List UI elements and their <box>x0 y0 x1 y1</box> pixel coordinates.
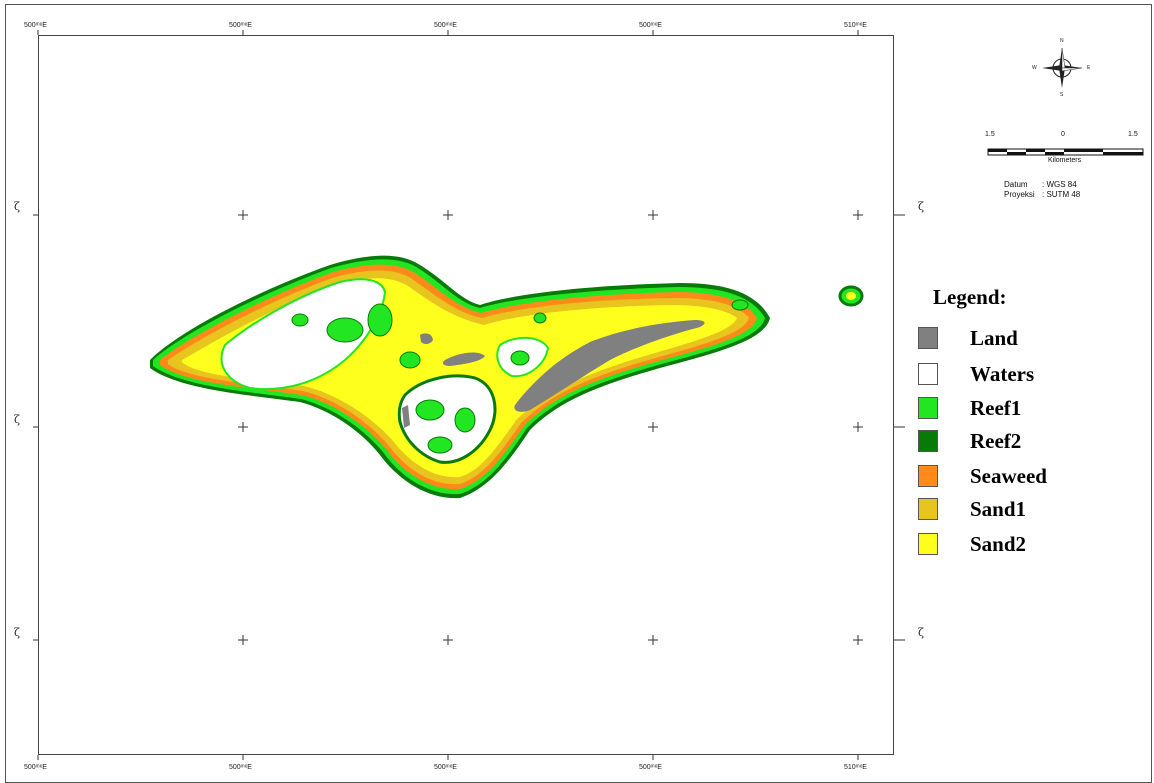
reef-patches <box>291 299 749 454</box>
map-frame <box>38 35 894 755</box>
legend-item-seaweed: Seaweed <box>918 461 1047 491</box>
legend-swatch <box>918 498 938 520</box>
legend-item-reef1: Reef1 <box>918 393 1021 423</box>
compass-s: S <box>1060 92 1064 98</box>
legend-label: Land <box>970 325 1018 350</box>
compass-n: N <box>1060 38 1064 44</box>
grid-cross <box>238 635 248 645</box>
legend-swatch <box>918 397 938 419</box>
grid-cross <box>648 210 658 220</box>
land-sliver <box>402 405 410 428</box>
legend-label: Reef2 <box>970 428 1022 453</box>
datum-value: : WGS 84 <box>1042 180 1077 189</box>
compass-w: W <box>1032 65 1037 71</box>
legend-item-sand2: Sand2 <box>918 529 1026 559</box>
compass-e: E <box>1087 65 1091 71</box>
grid-cross <box>443 635 453 645</box>
north-arrow-icon <box>1042 47 1083 88</box>
scale-bar <box>987 148 1144 156</box>
y-tick-label: ζ <box>14 413 20 426</box>
legend-swatch <box>918 430 938 452</box>
x-tick-label: 510ᵐᵉE <box>844 22 867 29</box>
land-main <box>514 320 705 412</box>
x-tick-label: 500ᵐᵉE <box>639 764 662 771</box>
y-tick-label: ζ <box>14 200 20 213</box>
y-tick-label: ζ <box>918 626 924 639</box>
land-strip <box>442 352 485 366</box>
x-tick-label: 500ᵐᵉE <box>229 22 252 29</box>
x-tick-label: 500ᵐᵉE <box>24 22 47 29</box>
legend-item-land: Land <box>918 323 1018 353</box>
legend-swatch <box>918 363 938 385</box>
grid-cross <box>853 635 863 645</box>
island <box>150 255 864 499</box>
grid-cross <box>853 210 863 220</box>
legend-label: Waters <box>970 361 1035 386</box>
grid-cross <box>648 422 658 432</box>
scale-middle: 0 <box>1061 131 1065 138</box>
map-metadata: Datum : WGS 84 Proyeksi : SUTM 48 <box>1004 180 1080 200</box>
x-tick-label: 500ᵐᵉE <box>434 22 457 29</box>
grid-crosses <box>238 210 863 645</box>
scale-unit: Kilometers <box>1048 157 1082 164</box>
legend-label: Seaweed <box>970 463 1047 488</box>
land-small <box>420 333 433 345</box>
y-tick-label: ζ <box>14 626 20 639</box>
legend-label: Sand2 <box>970 531 1027 556</box>
scale-right: 1.5 <box>1128 131 1138 138</box>
grid-cross <box>648 635 658 645</box>
legend-label: Reef1 <box>970 395 1022 420</box>
x-tick-label: 500ᵐᵉE <box>639 22 662 29</box>
x-tick-label: 500ᵐᵉE <box>229 764 252 771</box>
legend-item-waters: Waters <box>918 359 1034 389</box>
scale-left: 1.5 <box>985 131 995 138</box>
frame-ticks <box>33 30 905 760</box>
x-tick-label: 510ᵐᵉE <box>844 764 867 771</box>
grid-cross <box>238 210 248 220</box>
lagoon-center <box>397 374 497 464</box>
grid-cross <box>853 422 863 432</box>
x-tick-label: 500ᵐᵉE <box>434 764 457 771</box>
legend-label: Sand1 <box>970 496 1027 521</box>
projection-value: : SUTM 48 <box>1042 190 1081 199</box>
projection-key: Proyeksi <box>1004 190 1035 199</box>
legend-item-reef2: Reef2 <box>918 426 1021 456</box>
grid-cross <box>238 422 248 432</box>
y-tick-label: ζ <box>918 200 924 213</box>
legend-item-sand1: Sand1 <box>918 494 1026 524</box>
grid-cross <box>443 210 453 220</box>
legend-swatch <box>918 465 938 487</box>
legend-title: Legend: <box>933 285 1007 309</box>
legend-swatch <box>918 327 938 349</box>
x-tick-label: 500ᵐᵉE <box>24 764 47 771</box>
datum-key: Datum <box>1004 180 1028 189</box>
legend-swatch <box>918 533 938 555</box>
